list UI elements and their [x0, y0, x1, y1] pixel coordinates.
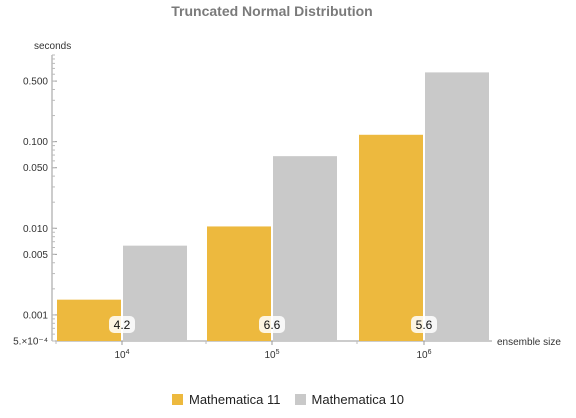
bar-mathematica-10-1	[273, 156, 337, 341]
legend-swatch-mathematica-11	[171, 394, 183, 405]
legend: Mathematica 11 Mathematica 10	[0, 392, 576, 407]
annotation-label-1: 6.6	[264, 318, 281, 332]
legend-item-mathematica-10: Mathematica 10	[294, 392, 405, 407]
y-tick-label-6: 0.500	[23, 77, 48, 88]
annotation-label-2: 5.6	[416, 318, 433, 332]
x-tick-label-1: 105	[264, 349, 279, 361]
legend-label-mathematica-11: Mathematica 11	[188, 392, 281, 407]
legend-item-mathematica-11: Mathematica 11	[171, 392, 281, 407]
x-tick-label-2: 106	[416, 349, 431, 361]
y-axis-label: seconds	[34, 41, 71, 52]
bar-mathematica-10-2	[425, 72, 489, 341]
annotation-badge-2	[411, 316, 437, 333]
y-tick-label-2: 0.005	[23, 250, 48, 261]
annotations: 4.2 6.6 5.6	[109, 316, 437, 333]
y-tick-label-4: 0.050	[23, 163, 48, 174]
y-tick-label-1: 0.001	[23, 310, 48, 321]
annotation-badge-0	[109, 316, 135, 333]
chart-title: Truncated Normal Distribution	[171, 3, 372, 19]
y-ticks: 5.×10⁻⁴ 0.001 0.005 0.010 0.050 0.100 0.500	[13, 54, 57, 348]
y-tick-label-3: 0.010	[23, 224, 48, 235]
annotation-label-0: 4.2	[114, 318, 131, 332]
x-ticks: 104 105 106	[55, 341, 432, 361]
y-tick-label-5: 0.100	[23, 137, 48, 148]
legend-swatch-mathematica-10	[294, 394, 306, 405]
annotation-badge-1	[259, 316, 285, 333]
x-tick-label-0: 104	[114, 349, 129, 361]
bars	[57, 72, 489, 341]
legend-label-mathematica-10: Mathematica 10	[311, 392, 405, 407]
y-tick-label-0: 5.×10⁻⁴	[13, 337, 48, 348]
bar-mathematica-11-2	[359, 134, 423, 341]
chart: Truncated Normal Distribution seconds en…	[13, 3, 561, 361]
x-axis-label: ensemble size	[497, 337, 561, 348]
